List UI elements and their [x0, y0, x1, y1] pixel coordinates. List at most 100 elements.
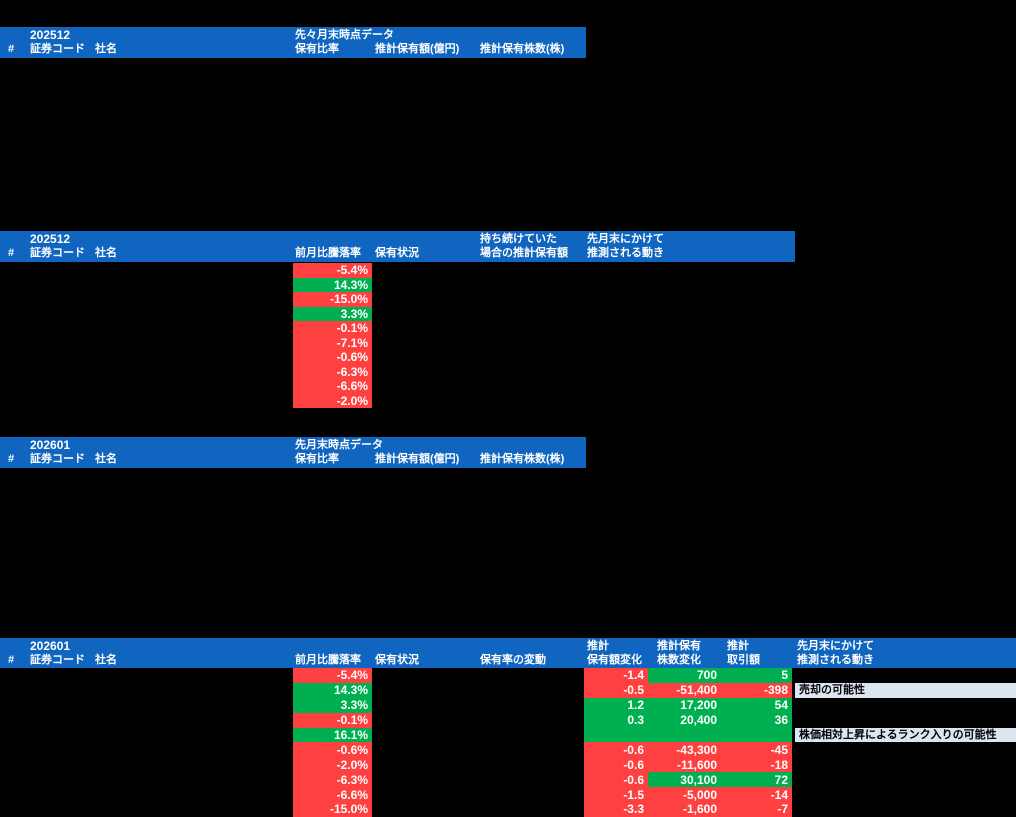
change-202601-header: 202601 # 証券コード 社名 前月比騰落率 保有状況 保有率の変動 推計 …: [0, 638, 1016, 668]
note-cell[interactable]: [795, 787, 1016, 802]
trade-amount-cell[interactable]: -7: [721, 802, 792, 817]
note-cell[interactable]: [795, 757, 1016, 772]
expected-move-column-header-line1: 先月末にかけて: [797, 640, 874, 652]
shares-change-cell[interactable]: -11,600: [648, 757, 721, 773]
value-change-cell[interactable]: 0.3: [584, 712, 648, 728]
pct-change-cell[interactable]: -0.6%: [293, 742, 372, 758]
pct-change-column: -5.4% 14.3% 3.3% -0.1% 16.1% -0.6% -2.0%…: [293, 668, 372, 817]
code-column-header: 証券コード: [30, 453, 85, 465]
value-change-column: -1.4 -0.5 1.2 0.3 -0.6 -0.6 -0.6 -1.5 -3…: [584, 668, 648, 817]
pct-change-cell[interactable]: -0.1%: [293, 712, 372, 728]
note-cell[interactable]: [795, 742, 1016, 757]
trade-amount-cell[interactable]: 72: [721, 772, 792, 788]
trade-amount-cell[interactable]: 36: [721, 712, 792, 728]
code-column-header: 証券コード: [30, 43, 85, 55]
shares-change-cell[interactable]: 17,200: [648, 697, 721, 713]
note-cell[interactable]: 売却の可能性: [795, 682, 1016, 698]
held-estimate-column-header-line2: 場合の推計保有額: [480, 247, 568, 259]
value-change-cell[interactable]: -0.5: [584, 682, 648, 698]
est-trade-amount-column-header-line2: 取引額: [727, 654, 760, 666]
pct-change-cell[interactable]: -2.0%: [293, 757, 372, 773]
pct-change-cell[interactable]: -6.3%: [293, 772, 372, 788]
pct-change-cell[interactable]: -15.0%: [293, 802, 372, 817]
pct-change-cell[interactable]: 16.1%: [293, 727, 372, 743]
period-label: 先々月末時点データ: [295, 29, 394, 41]
hash-column-header: #: [8, 453, 15, 465]
pct-change-cell[interactable]: 3.3%: [293, 306, 372, 321]
est-shares-change-column-header-line2: 株数変化: [657, 654, 701, 666]
pct-change-cell[interactable]: -0.1%: [293, 321, 372, 336]
est-shares-column-header: 推計保有株数(株): [480, 453, 565, 465]
note-cell[interactable]: [795, 772, 1016, 787]
note-cell[interactable]: [795, 713, 1016, 728]
est-trade-amount-column-header-line1: 推計: [727, 640, 749, 652]
value-change-cell[interactable]: [584, 727, 648, 743]
pct-change-cell[interactable]: -6.6%: [293, 379, 372, 394]
pct-change-cell[interactable]: -7.1%: [293, 335, 372, 350]
value-change-cell[interactable]: -3.3: [584, 802, 648, 817]
trade-amount-cell[interactable]: 54: [721, 697, 792, 713]
trade-amount-cell[interactable]: -398: [721, 682, 792, 698]
code-column-header: 証券コード: [30, 654, 85, 666]
shares-change-column: 700 -51,400 17,200 20,400 -43,300 -11,60…: [648, 668, 721, 817]
expected-move-column-header-line2: 推測される動き: [797, 654, 874, 666]
trade-amount-cell[interactable]: -14: [721, 787, 792, 803]
value-change-cell[interactable]: -0.6: [584, 742, 648, 758]
trade-amount-cell[interactable]: -45: [721, 742, 792, 758]
pct-change-cell[interactable]: 14.3%: [293, 682, 372, 698]
shares-change-cell[interactable]: 700: [648, 668, 721, 683]
note-cell[interactable]: [795, 802, 1016, 817]
est-value-column-header: 推計保有額(億円): [375, 453, 460, 465]
shares-change-cell[interactable]: -43,300: [648, 742, 721, 758]
shares-change-cell[interactable]: 20,400: [648, 712, 721, 728]
ratio-column-header: 保有比率: [295, 453, 339, 465]
snapshot-202601-header: 202601 先月末時点データ # 証券コード 社名 保有比率 推計保有額(億円…: [0, 437, 586, 468]
pct-change-cell[interactable]: -5.4%: [293, 668, 372, 683]
shares-change-cell[interactable]: -5,000: [648, 787, 721, 803]
est-value-change-column-header-line2: 保有額変化: [587, 654, 642, 666]
value-change-cell[interactable]: -0.6: [584, 757, 648, 773]
pct-change-cell[interactable]: 14.3%: [293, 277, 372, 292]
pct-change-cell[interactable]: -5.4%: [293, 263, 372, 278]
hash-column-header: #: [8, 247, 15, 259]
shares-change-cell[interactable]: 30,100: [648, 772, 721, 788]
shares-change-cell[interactable]: -1,600: [648, 802, 721, 817]
pct-change-column-header: 前月比騰落率: [295, 247, 361, 259]
shares-change-cell[interactable]: [648, 727, 721, 743]
pct-change-cell[interactable]: -2.0%: [293, 393, 372, 408]
pct-change-cell[interactable]: -0.6%: [293, 350, 372, 365]
expected-move-column-header-line1: 先月末にかけて: [587, 233, 664, 245]
est-value-change-column-header-line1: 推計: [587, 640, 609, 652]
change-202512-header: 202512 # 証券コード 社名 前月比騰落率 保有状況 持ち続けていた 場合…: [0, 231, 795, 262]
note-cell[interactable]: 株価相対上昇によるランク入りの可能性: [795, 727, 1016, 743]
code-column-header: 証券コード: [30, 247, 85, 259]
shares-change-cell[interactable]: -51,400: [648, 682, 721, 698]
company-column-header: 社名: [95, 654, 117, 666]
note-cell[interactable]: [795, 668, 1016, 683]
pct-change-cell[interactable]: -6.3%: [293, 364, 372, 379]
expected-move-column-header-line2: 推測される動き: [587, 247, 664, 259]
month-label: 202601: [30, 639, 71, 653]
value-change-cell[interactable]: 1.2: [584, 697, 648, 713]
est-shares-change-column-header-line1: 推計保有: [657, 640, 701, 652]
trade-amount-cell[interactable]: -18: [721, 757, 792, 773]
trade-amount-cell[interactable]: 5: [721, 668, 792, 683]
pct-change-cell[interactable]: 3.3%: [293, 697, 372, 713]
ratio-fluctuation-column-header: 保有率の変動: [480, 654, 546, 666]
pct-change-cell[interactable]: -15.0%: [293, 292, 372, 307]
trade-amount-cell[interactable]: [721, 727, 792, 743]
trade-amount-column: 5 -398 54 36 -45 -18 72 -14 -7: [721, 668, 792, 817]
value-change-cell[interactable]: -1.5: [584, 787, 648, 803]
company-column-header: 社名: [95, 43, 117, 55]
note-cell[interactable]: [795, 698, 1016, 713]
value-change-cell[interactable]: -0.6: [584, 772, 648, 788]
month-label: 202601: [30, 438, 71, 452]
month-label: 202512: [30, 232, 71, 246]
value-change-cell[interactable]: -1.4: [584, 668, 648, 683]
pct-change-cell[interactable]: -6.6%: [293, 787, 372, 803]
held-estimate-column-header-line1: 持ち続けていた: [480, 233, 557, 245]
expected-move-column: 売却の可能性 株価相対上昇によるランク入りの可能性: [795, 668, 1016, 817]
company-column-header: 社名: [95, 247, 117, 259]
hash-column-header: #: [8, 654, 15, 666]
